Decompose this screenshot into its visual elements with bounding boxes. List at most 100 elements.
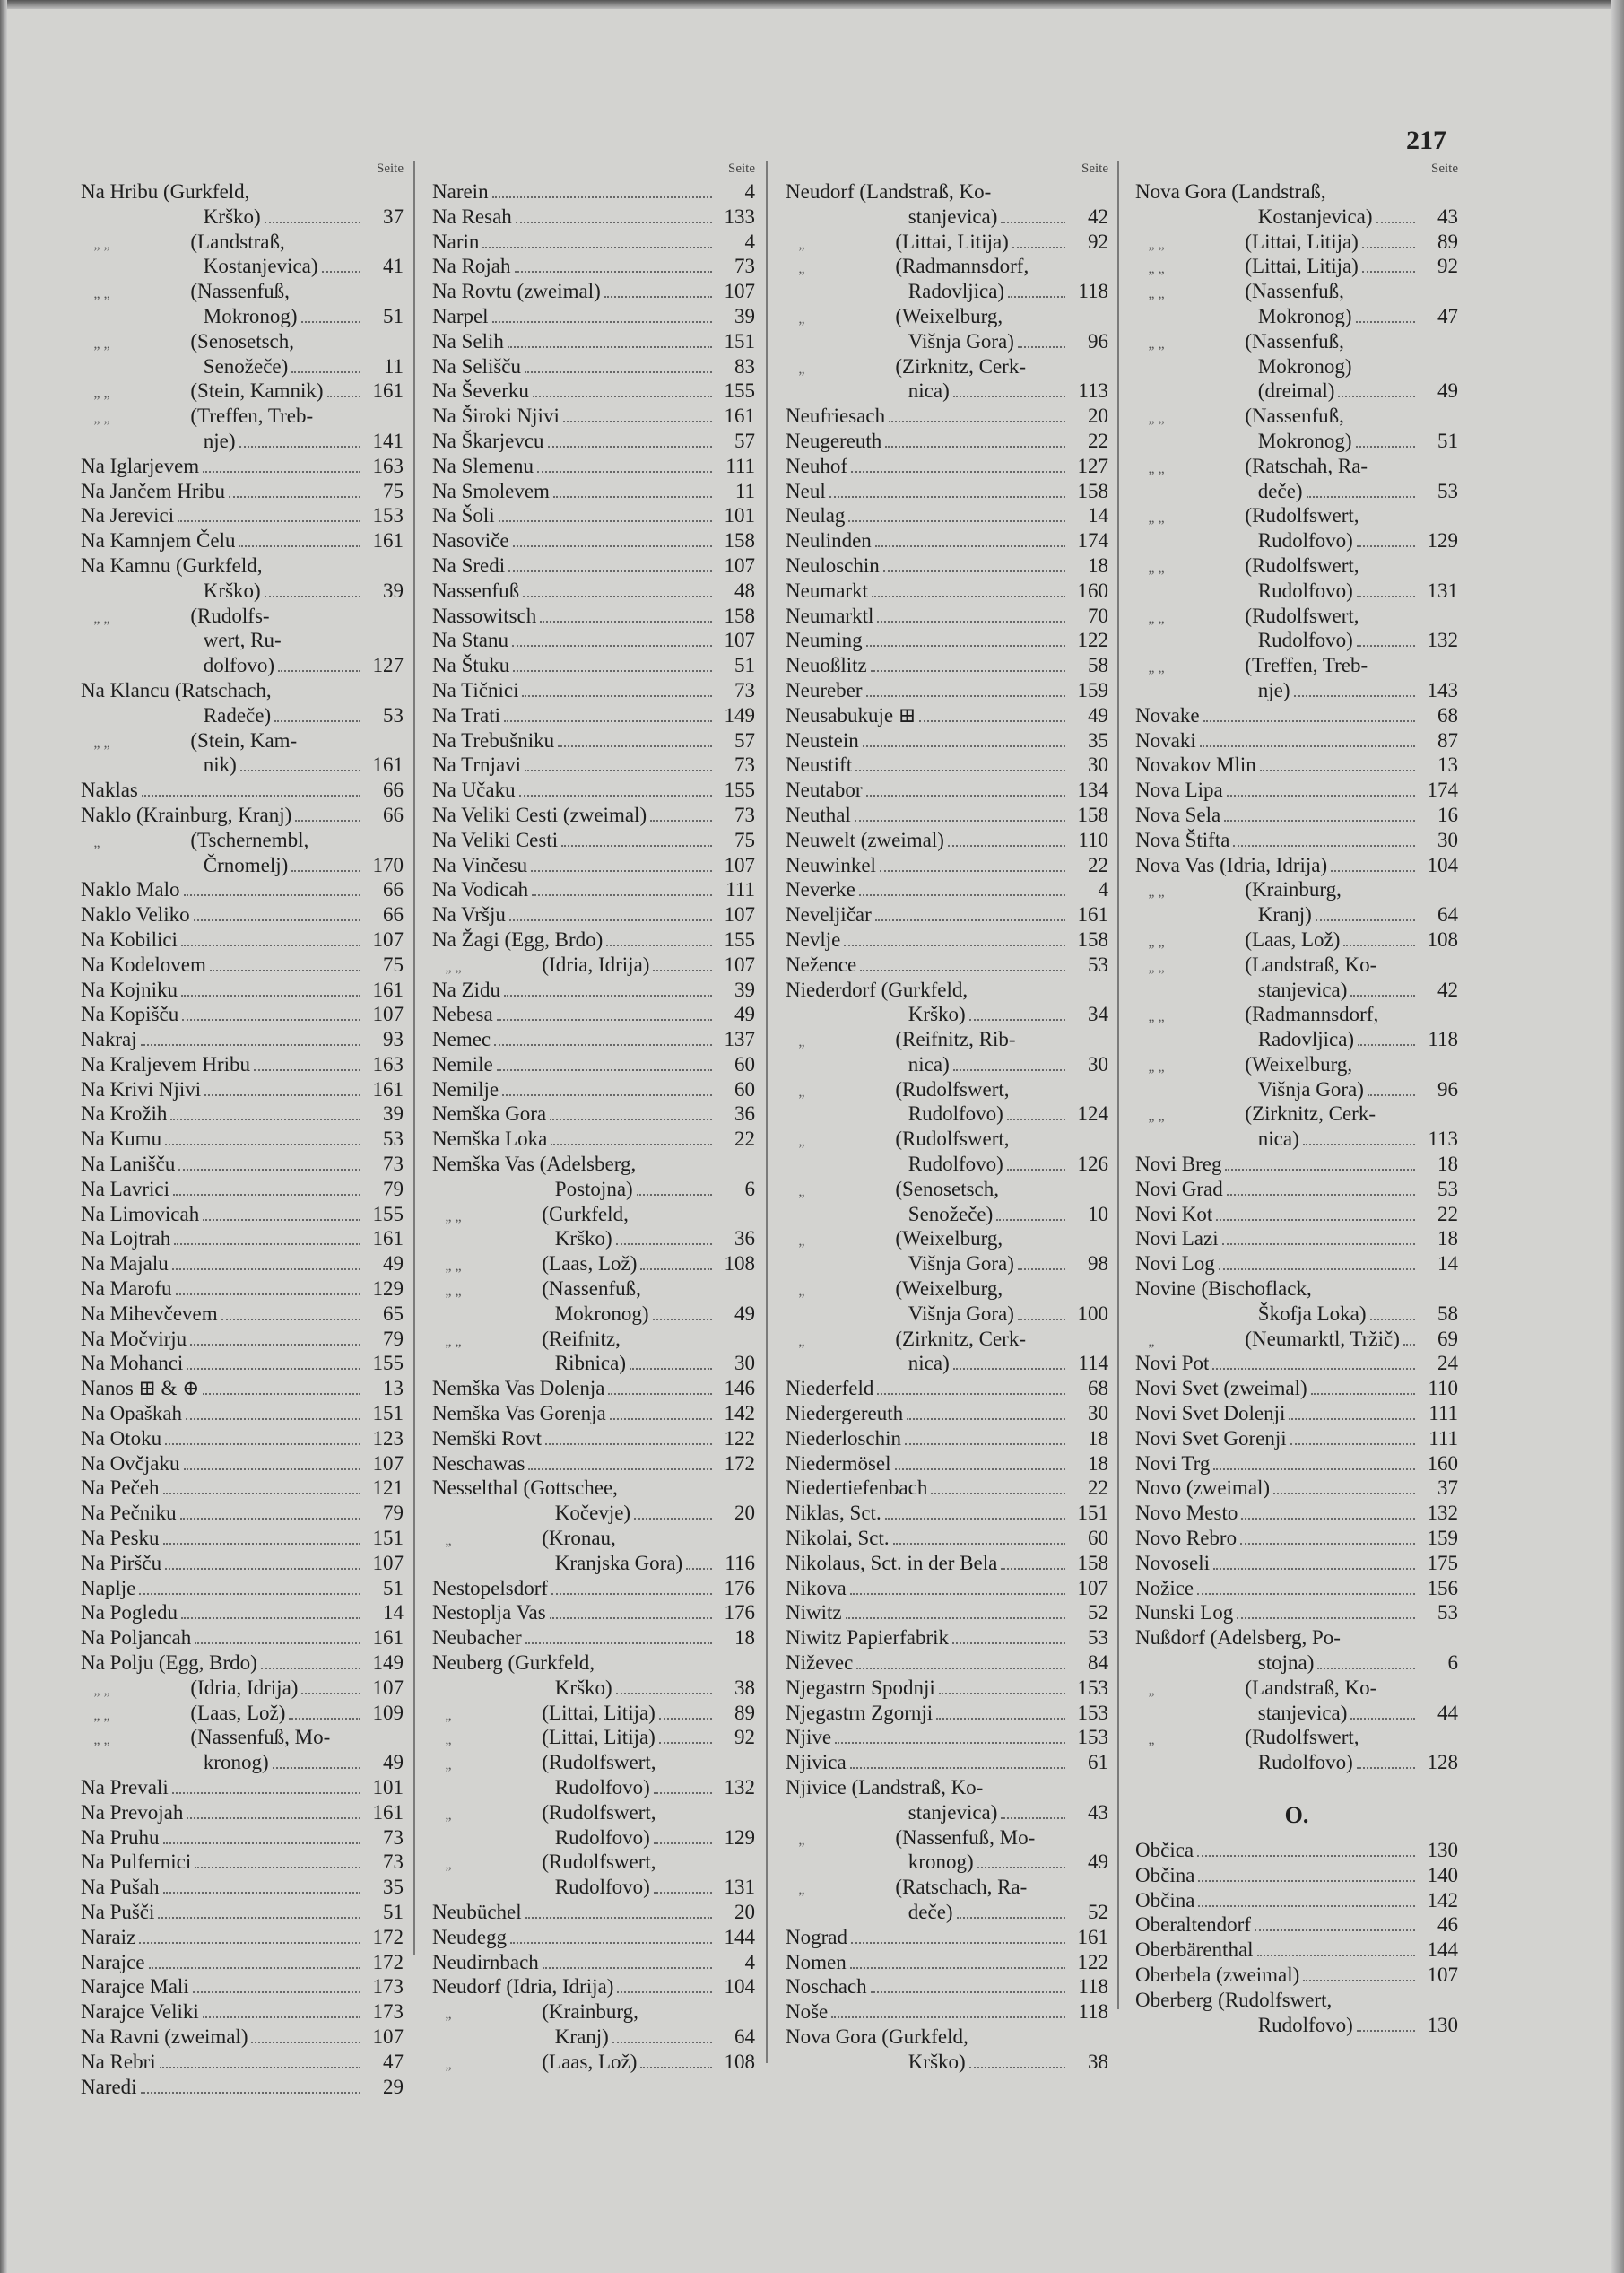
- entry-name: Kranj): [554, 2025, 609, 2048]
- dot-leader: [849, 1767, 1065, 1770]
- dot-leader: [835, 1742, 1065, 1745]
- index-entry: Nežence 53: [786, 953, 1108, 978]
- ditto-marks: „ „: [1148, 884, 1165, 901]
- entry-page: 73: [734, 753, 755, 777]
- index-entry: Na Kumu 53: [81, 1127, 404, 1152]
- entry-name: Neudorf (Landstraß, Ko-: [786, 180, 992, 203]
- dot-leader: [525, 770, 712, 772]
- index-entry: Nunski Log 53: [1135, 1600, 1458, 1625]
- index-subentry: „ (Weixelburg,: [786, 304, 1108, 329]
- index-entry-continuation: Kranj) 64: [432, 2025, 755, 2050]
- entry-name: (Littai, Litija): [542, 1726, 656, 1749]
- index-entry: Na Škarjevcu 57: [432, 429, 755, 454]
- entry-page: 20: [734, 1900, 755, 1923]
- entry-name: Nežence: [786, 953, 857, 976]
- index-entry: Narajce Mali 173: [81, 1974, 404, 1999]
- entry-name: Narajce Mali: [81, 1975, 189, 1999]
- index-entry-continuation: Rudolfovo) 132: [1135, 628, 1458, 653]
- entry-name: (Laas, Lož): [190, 1701, 286, 1724]
- dot-leader: [1356, 1767, 1415, 1770]
- dot-leader: [159, 2066, 360, 2068]
- entry-page: 34: [1088, 1003, 1108, 1026]
- dot-leader: [653, 969, 712, 971]
- entry-page: 73: [383, 1825, 404, 1849]
- ditto-marks: „: [1148, 1333, 1155, 1349]
- index-entry: Na Mohanci 155: [81, 1351, 404, 1376]
- index-entry-continuation: nica) 113: [1135, 1127, 1458, 1152]
- index-entry: Neureber 159: [786, 678, 1108, 703]
- entry-name: Neul: [786, 479, 826, 502]
- index-entry-continuation: Rudolfovo) 128: [1135, 1750, 1458, 1775]
- entry-name: Na Kojniku: [81, 978, 178, 1001]
- index-entry-continuation: Krško) 38: [786, 2050, 1108, 2075]
- dot-leader: [1218, 1268, 1415, 1271]
- entry-page: 107: [1427, 1963, 1459, 1986]
- entry-name: (Krainburg,: [1245, 878, 1342, 901]
- dot-leader: [952, 1368, 1065, 1371]
- index-entry: Na Rojah 73: [432, 254, 755, 279]
- ditto-marks: „: [445, 1533, 452, 1549]
- index-subentry: „ „ (Treffen, Treb-: [81, 404, 404, 429]
- entry-page: 176: [724, 1601, 756, 1624]
- entry-page: 122: [724, 1426, 756, 1450]
- index-entry: Naklas 66: [81, 778, 404, 803]
- ditto-marks: „ „: [1148, 1009, 1165, 1025]
- entry-name: Neuloschin: [786, 553, 880, 577]
- entry-page: 39: [734, 304, 755, 327]
- entry-page: 158: [1077, 927, 1109, 951]
- dot-leader: [186, 1418, 360, 1421]
- entry-page: 151: [1077, 1502, 1109, 1525]
- dot-leader: [170, 1119, 360, 1121]
- index-subentry: „ „ (Littai, Litija) 92: [1135, 254, 1458, 279]
- ditto-marks: „ „: [1148, 335, 1165, 352]
- entry-name: (Idria, Idrija): [542, 953, 650, 976]
- index-entry: Noschach 118: [786, 1974, 1108, 1999]
- index-entry: Novakov Mlin 13: [1135, 753, 1458, 778]
- dot-leader: [511, 645, 712, 648]
- entry-name: (Rudolfs-: [190, 604, 270, 627]
- dot-leader: [512, 545, 712, 548]
- index-entry-continuation: kronog) 49: [81, 1750, 404, 1775]
- index-entry: Nebesa 49: [432, 1002, 755, 1027]
- index-entry-continuation: Krško) 38: [432, 1676, 755, 1701]
- entry-page: 158: [1077, 479, 1109, 502]
- ditto-marks: „ „: [93, 1682, 110, 1698]
- entry-page: 113: [1078, 379, 1108, 403]
- dot-leader: [936, 1717, 1065, 1720]
- index-subentry: „ „ (Senosetsch,: [81, 329, 404, 354]
- entry-page: 172: [372, 1950, 404, 1973]
- entry-name: kronog): [908, 1851, 974, 1874]
- entry-name: Rudolfovo): [908, 1102, 1003, 1126]
- entry-name: Naplje: [81, 1576, 136, 1599]
- dot-leader: [300, 320, 360, 323]
- entry-page: 75: [383, 479, 404, 502]
- index-entry-continuation: nje) 143: [1135, 678, 1458, 703]
- column-header-seite: Seite: [1431, 161, 1458, 176]
- index-entry: Nožice 156: [1135, 1576, 1458, 1601]
- index-entry: Na Pušah 35: [81, 1875, 404, 1900]
- entry-page: 107: [724, 629, 756, 652]
- index-entry: Naklo Veliko 66: [81, 902, 404, 927]
- dot-leader: [180, 944, 360, 946]
- dot-leader: [162, 1842, 360, 1844]
- dot-leader: [264, 595, 360, 597]
- dot-leader: [854, 819, 1065, 822]
- entry-page: 4: [1098, 878, 1109, 901]
- index-subentry: „ „ (Radmannsdorf,: [1135, 1002, 1458, 1027]
- entry-page: 149: [724, 703, 756, 727]
- index-entry: Na Kodelovem 75: [81, 953, 404, 978]
- index-entry: Nova Gora (Gurkfeld,: [786, 2025, 1108, 2050]
- entry-page: 79: [383, 1327, 404, 1350]
- dot-leader: [636, 1193, 712, 1196]
- index-entry: Niederfeld 68: [786, 1376, 1108, 1401]
- entry-page: 111: [725, 454, 755, 477]
- index-entry-continuation: Kostanjevica) 41: [81, 254, 404, 279]
- dot-leader: [525, 370, 712, 373]
- dot-leader: [550, 1119, 712, 1121]
- dot-leader: [1198, 1904, 1415, 1907]
- entry-name: (Nassenfuß,: [542, 1277, 641, 1301]
- entry-page: 58: [1437, 1302, 1458, 1325]
- entry-name: Na Hribu (Gurkfeld,: [81, 180, 250, 203]
- entry-name: Oberbela (zweimal): [1135, 1963, 1300, 1986]
- index-entry-continuation: Mokronog) 49: [432, 1302, 755, 1327]
